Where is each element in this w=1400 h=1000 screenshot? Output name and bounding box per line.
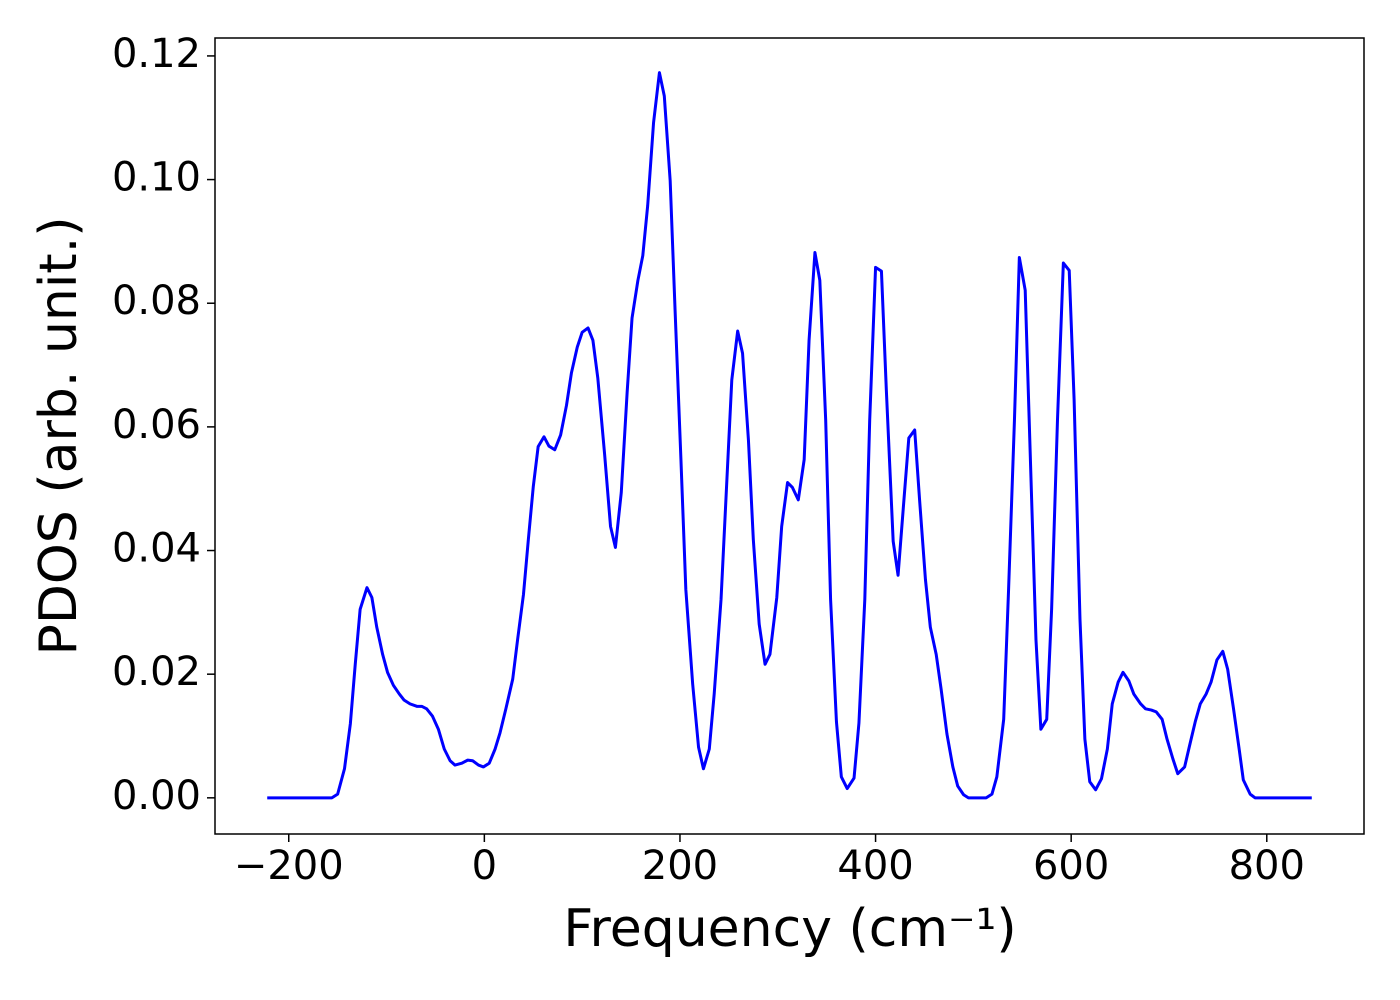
- y-tick-label: 0.06: [112, 402, 201, 448]
- y-tick-label: 0.12: [112, 31, 201, 77]
- plot-frame: [214, 37, 1365, 835]
- x-tick-label: 600: [1033, 843, 1109, 889]
- x-tick-label: 800: [1229, 843, 1305, 889]
- x-tick-label: 200: [642, 843, 718, 889]
- x-tick-label: 400: [837, 843, 913, 889]
- x-tick-label: −200: [234, 843, 344, 889]
- y-tick-label: 0.02: [112, 649, 201, 695]
- data-line: [267, 71, 1312, 800]
- x-axis-label: Frequency (cm⁻¹): [563, 899, 1016, 959]
- y-axis-label: PDOS (arb. unit.): [29, 216, 89, 655]
- x-tick-label: 0: [472, 843, 497, 889]
- y-tick-label: 0.08: [112, 278, 201, 324]
- y-tick-label: 0.00: [112, 773, 201, 819]
- y-tick-label: 0.04: [112, 526, 201, 572]
- y-tick-label: 0.10: [112, 155, 201, 201]
